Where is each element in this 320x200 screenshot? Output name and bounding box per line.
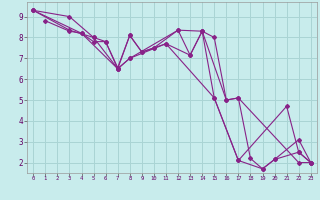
Text: Windchill (Refroidissement éolien,°C): Windchill (Refroidissement éolien,°C) bbox=[75, 189, 245, 198]
